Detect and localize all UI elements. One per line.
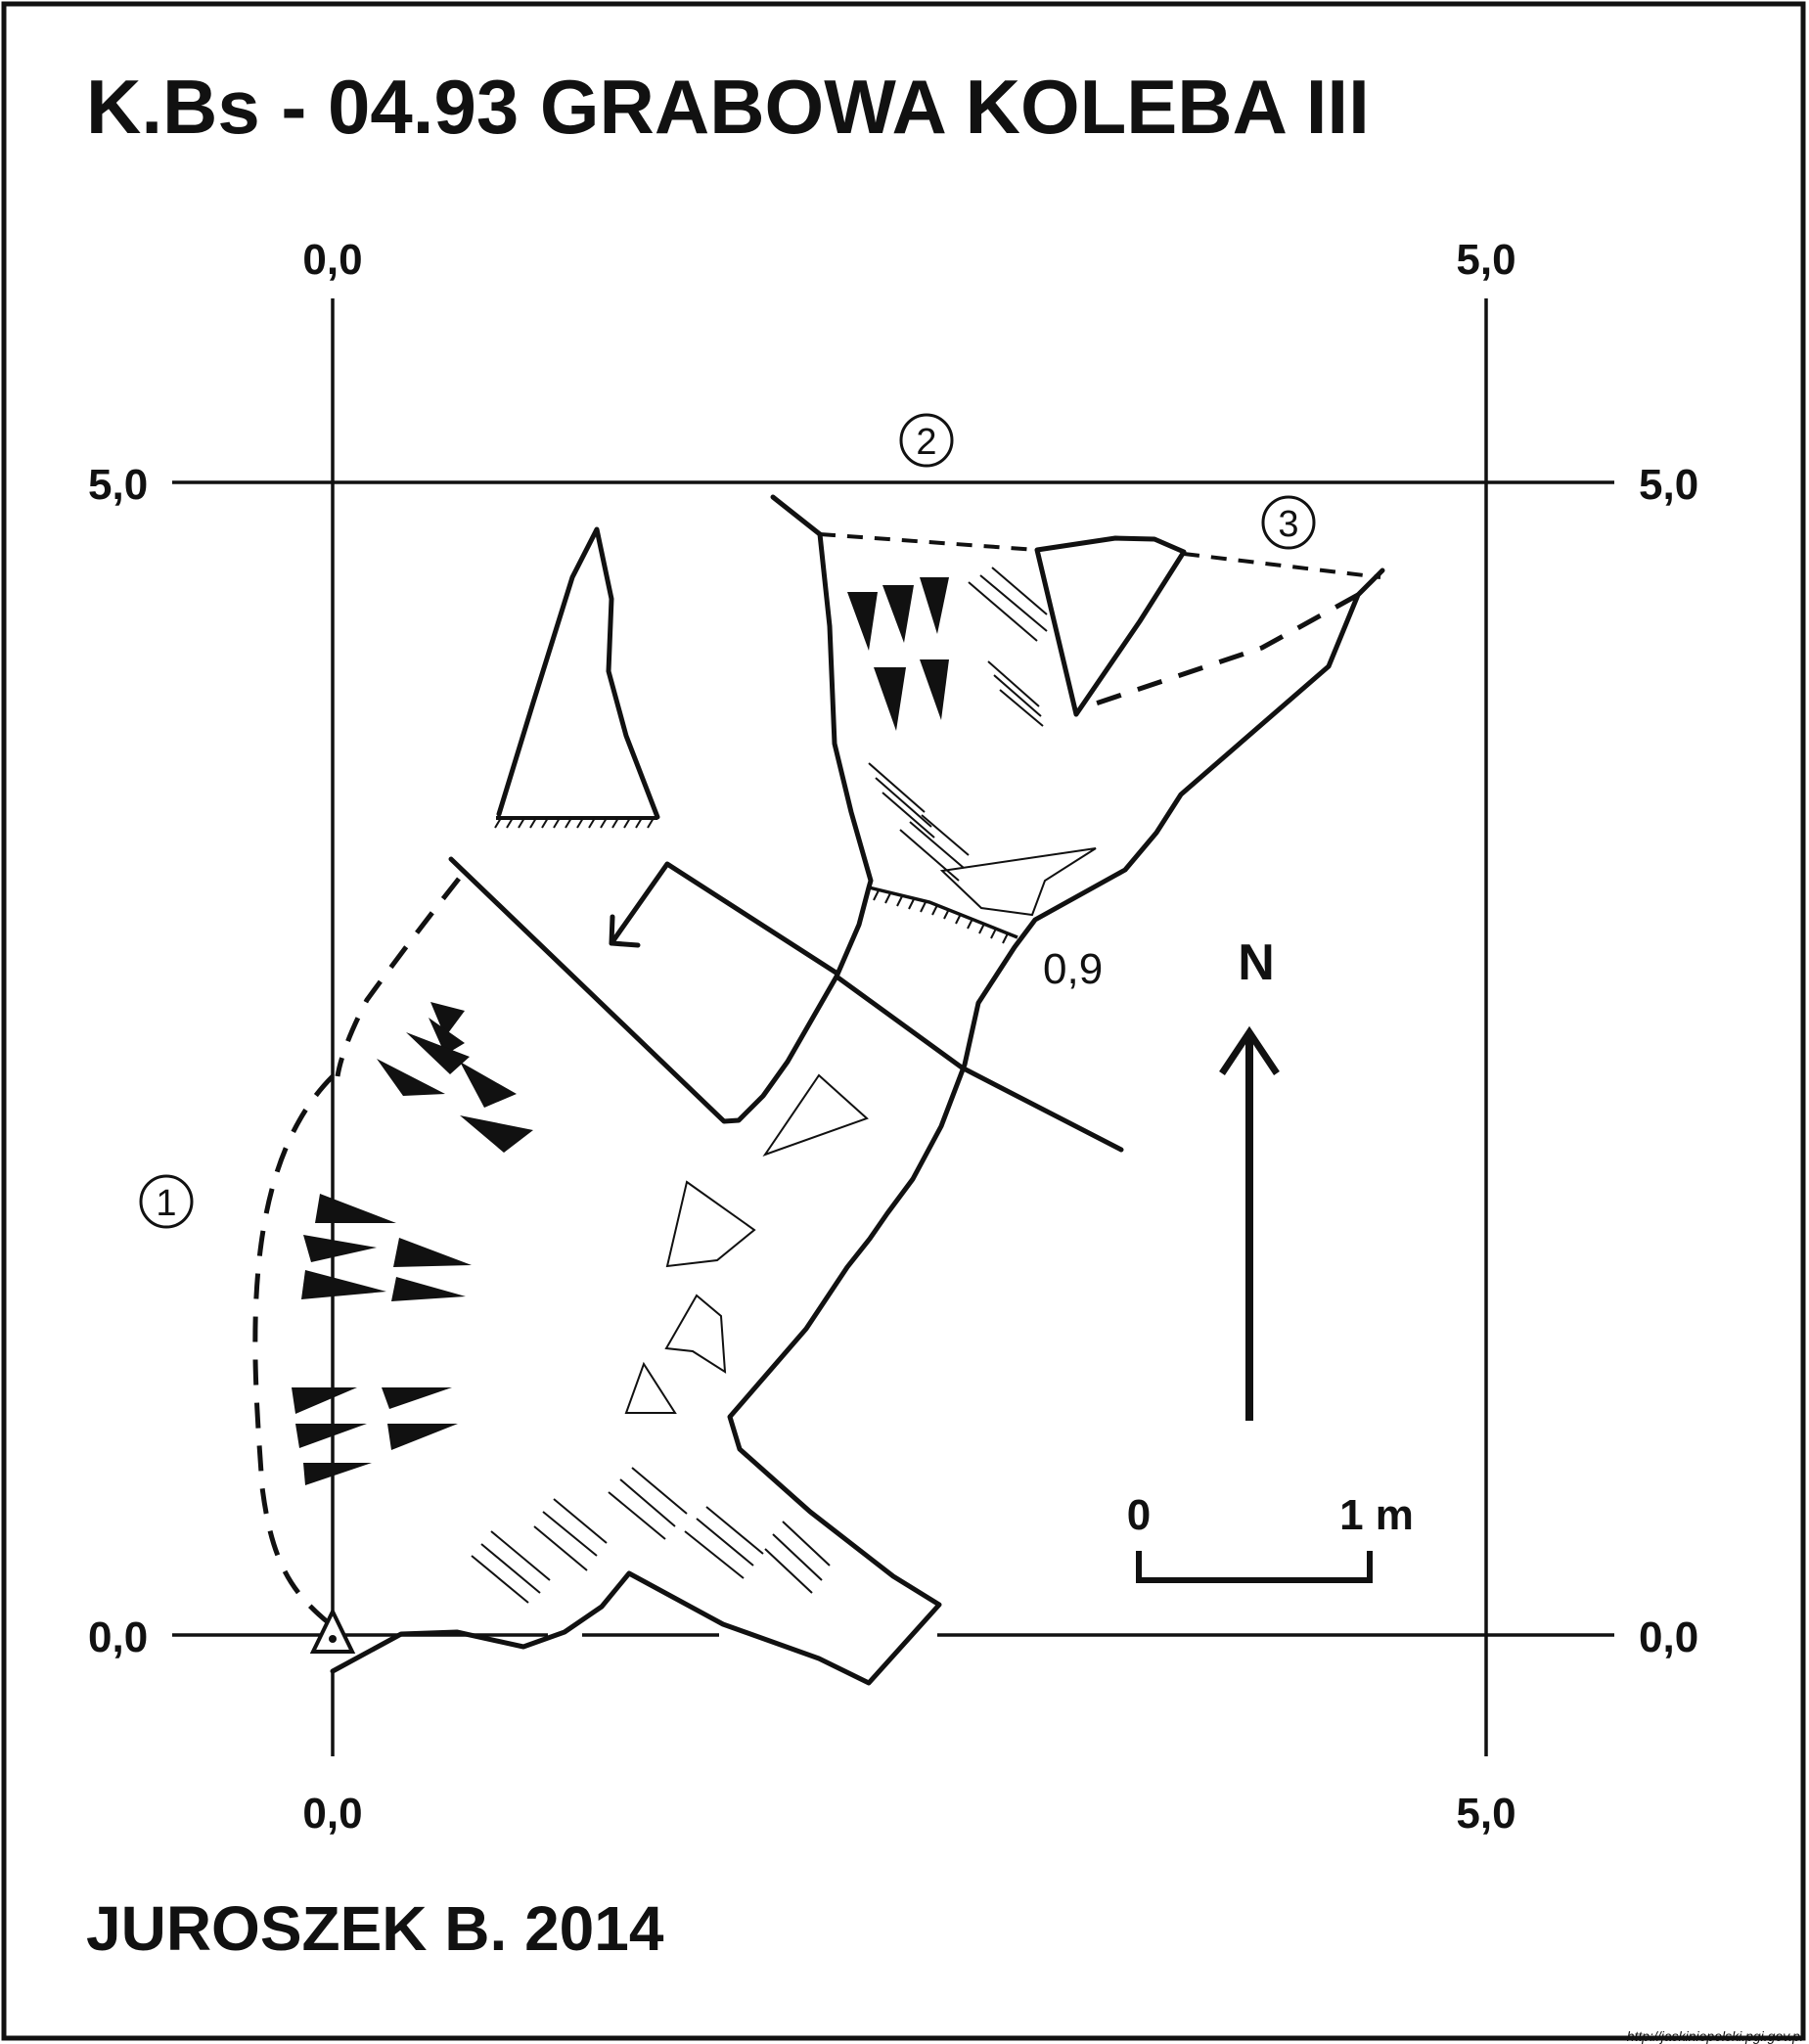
- author-credit: JUROSZEK B. 2014: [86, 1893, 664, 1964]
- north-arrow: N: [1219, 934, 1280, 1421]
- source-watermark: http://jaskiniepolski.pgi.gov.pl: [1627, 2028, 1804, 2044]
- threshold-step: [868, 886, 1018, 944]
- scale-end-label: 1 m: [1339, 1491, 1414, 1539]
- grid-label-left-upper: 5,0: [88, 461, 148, 509]
- grid-label-bottom-right: 5,0: [1456, 1790, 1515, 1838]
- cave-walls: [330, 494, 1385, 1686]
- sediment-hatching: [471, 567, 1048, 1604]
- rock-fragments: [624, 847, 1097, 1414]
- svg-text:1: 1: [156, 1183, 176, 1224]
- grid-label-left-lower: 0,0: [88, 1613, 148, 1661]
- scale-bar: 0 1 m: [1127, 1491, 1414, 1583]
- rock-pillar: [494, 526, 660, 829]
- marker-2: 2: [899, 413, 954, 468]
- grid-label-right-lower: 0,0: [1639, 1613, 1698, 1661]
- svg-text:3: 3: [1278, 504, 1298, 545]
- height-label: 0,9: [1043, 945, 1103, 993]
- north-label: N: [1238, 934, 1275, 991]
- grid-label-bottom-left: 0,0: [302, 1790, 362, 1838]
- large-boulder: [1034, 535, 1187, 717]
- plan-title: K.Bs - 04.93 GRABOWA KOLEBA III: [86, 64, 1370, 150]
- scale-start-label: 0: [1127, 1491, 1151, 1539]
- marker-3: 3: [1261, 495, 1316, 550]
- svg-text:2: 2: [916, 422, 936, 463]
- rubble-triangles: [292, 577, 949, 1485]
- grid-label-top-left: 0,0: [302, 236, 362, 284]
- grid-label-top-right: 5,0: [1456, 236, 1515, 284]
- marker-1: 1: [139, 1174, 194, 1229]
- dashed-walls: [252, 532, 1381, 1628]
- grid-label-right-upper: 5,0: [1639, 461, 1698, 509]
- survey-point-icon: [309, 1607, 356, 1654]
